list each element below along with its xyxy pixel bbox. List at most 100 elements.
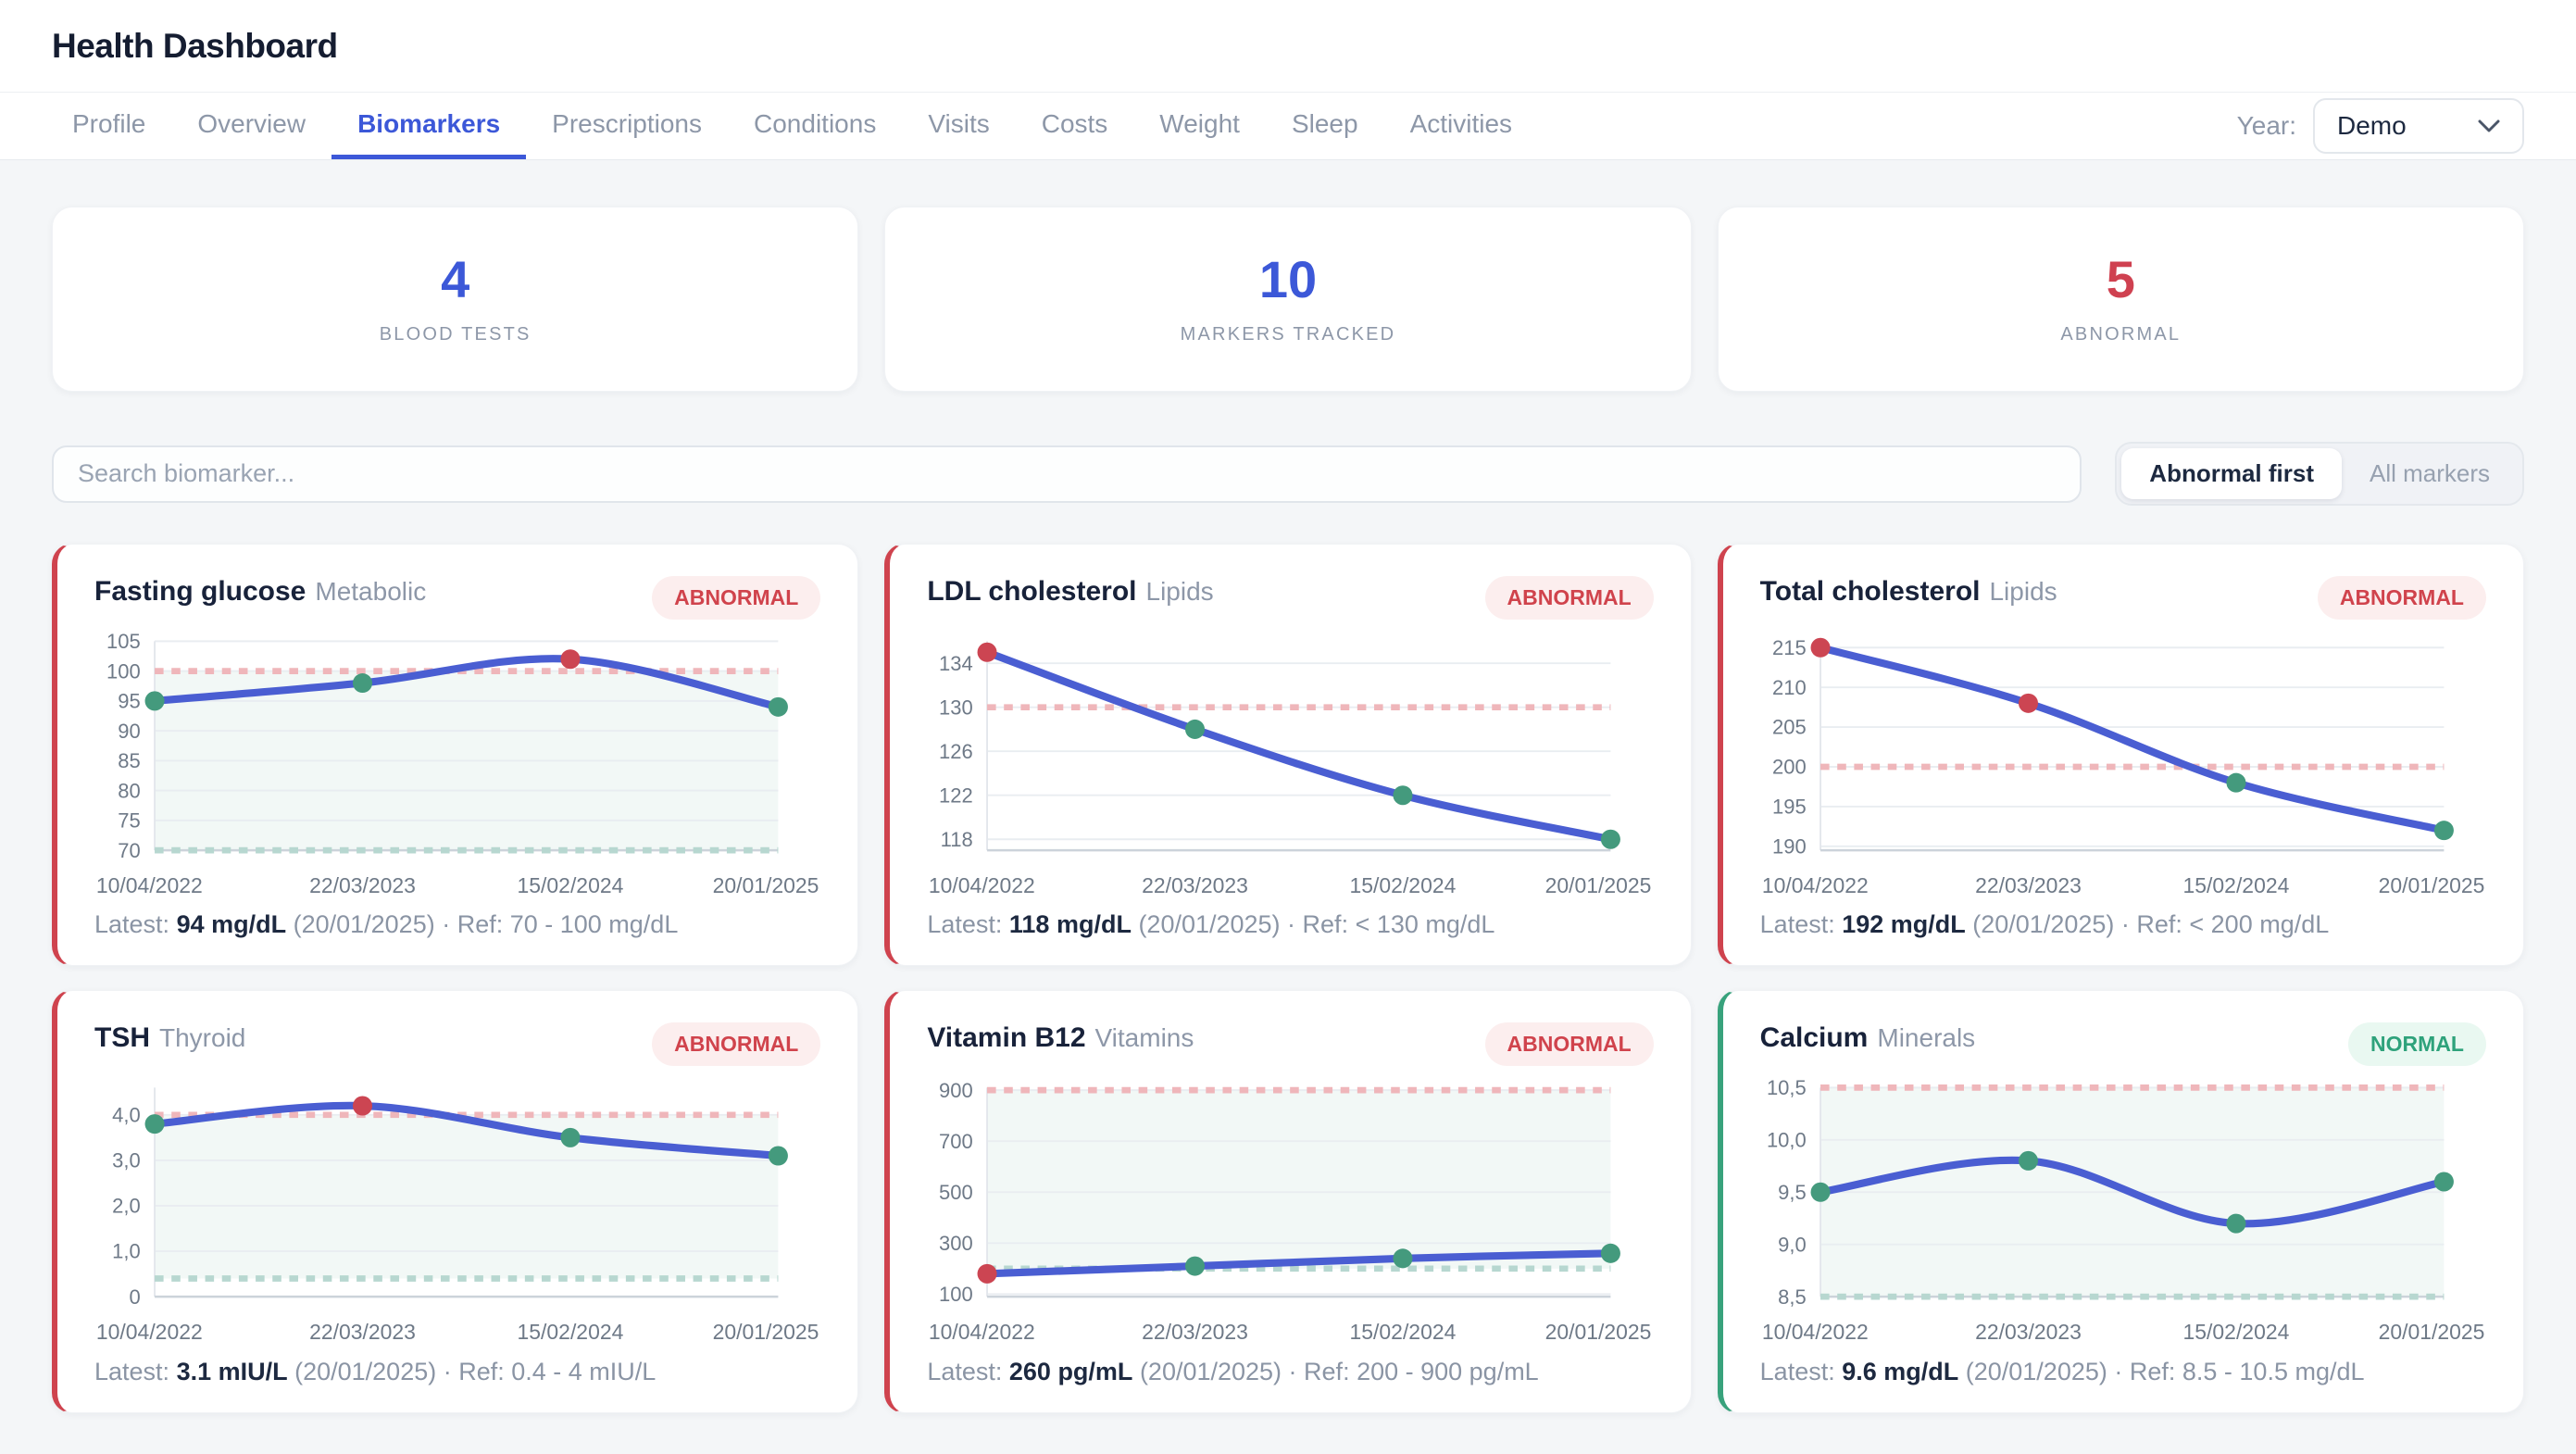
biomarker-card-fasting-glucose: Fasting glucose Metabolic ABNORMAL 105 100 95…	[52, 544, 859, 967]
biomarker-card-header: TSH Thyroid ABNORMAL	[94, 1022, 821, 1067]
y-tick-label: 10,0	[1767, 1129, 1807, 1152]
data-point	[2226, 1214, 2246, 1235]
y-tick-label: 3,0	[112, 1149, 141, 1172]
biomarker-chart: 10,5 10,0 9,5 9,0 8,5 10/04/2022 22/03/2023 15/…	[1762, 1076, 2484, 1344]
latest-reading: Latest: 94 mg/dL (20/01/2025) · Ref: 70 …	[94, 910, 820, 939]
biomarker-name: LDL cholesterol	[927, 576, 1137, 607]
x-tick-label: 10/04/2022	[96, 1320, 203, 1344]
data-point	[352, 673, 373, 694]
y-tick-label: 100	[106, 659, 141, 683]
y-tick-label: 8,5	[1778, 1285, 1807, 1309]
y-tick-label: 1,0	[112, 1240, 141, 1263]
y-tick-label: 200	[1772, 756, 1807, 779]
latest-value: 260 pg/mL	[1008, 1357, 1133, 1385]
y-tick-label: 2,0	[112, 1195, 141, 1218]
year-label: Year:	[2236, 111, 2296, 140]
latest-reading: Latest: 118 mg/dL (20/01/2025) · Ref: < …	[927, 910, 1653, 939]
stat-value: 10	[1258, 249, 1318, 308]
tab-overview[interactable]: Overview	[171, 93, 331, 159]
x-tick-label: 10/04/2022	[929, 873, 1035, 897]
x-tick-label: 15/02/2024	[2182, 873, 2289, 897]
latest-value: 94 mg/dL	[176, 910, 287, 939]
filter-option-abnormal-first[interactable]: Abnormal first	[2121, 448, 2342, 499]
biomarker-category: Metabolic	[315, 577, 427, 606]
latest-prefix: Latest:	[94, 1357, 177, 1385]
latest-reading: Latest: 260 pg/mL (20/01/2025) · Ref: 20…	[927, 1358, 1653, 1386]
search-input[interactable]	[52, 445, 2082, 503]
y-tick-label: 10,5	[1767, 1076, 1807, 1099]
data-point	[1810, 1183, 1831, 1203]
y-tick-label: 100	[939, 1283, 973, 1306]
tab-visits[interactable]: Visits	[902, 93, 1015, 159]
x-tick-label: 20/01/2025	[1545, 1320, 1652, 1344]
data-point	[1601, 829, 1621, 849]
main-content: 4 BLOOD TESTS 10 MARKERS TRACKED 5 ABNORMAL A…	[0, 207, 2576, 1413]
stat-label: MARKERS TRACKED	[1180, 323, 1396, 345]
data-point	[144, 691, 165, 711]
summary-stats: 4 BLOOD TESTS 10 MARKERS TRACKED 5 ABNORMAL	[52, 207, 2524, 392]
y-tick-label: 900	[939, 1079, 973, 1102]
data-point	[352, 1096, 373, 1116]
data-point	[2018, 1151, 2038, 1172]
tab-costs[interactable]: Costs	[1016, 93, 1134, 159]
latest-prefix: Latest:	[1759, 910, 1843, 939]
y-tick-label: 700	[939, 1130, 973, 1153]
biomarker-title-wrap: Total cholesterol Lipids	[1760, 576, 2057, 608]
health-dashboard-page: Health Dashboard Profile Overview Biomarke…	[0, 0, 2576, 1413]
stat-card-blood-tests: 4 BLOOD TESTS	[52, 207, 859, 392]
chevron-down-icon	[2478, 119, 2500, 132]
biomarker-name: Fasting glucose	[94, 576, 306, 607]
x-tick-label: 22/03/2023	[1142, 873, 1248, 897]
data-point	[2433, 821, 2454, 841]
status-badge: ABNORMAL	[2317, 576, 2486, 620]
tab-weight[interactable]: Weight	[1133, 93, 1266, 159]
year-dropdown[interactable]: Demo	[2313, 98, 2524, 154]
biomarker-card-calcium: Calcium Minerals NORMAL 10,5 10,0 9,5 9,0 8,5 10…	[1717, 990, 2524, 1413]
x-tick-label: 22/03/2023	[1975, 873, 2082, 897]
biomarker-chart: 4,0 3,0 2,0 1,0 0 10/04/2022 22/03/2023 15/02/2…	[96, 1087, 819, 1344]
latest-reading: Latest: 3.1 mIU/L (20/01/2025) · Ref: 0.…	[94, 1358, 820, 1386]
x-tick-label: 15/02/2024	[1350, 1320, 1457, 1344]
status-badge: ABNORMAL	[652, 576, 821, 620]
latest-value: 9.6 mg/dL	[1842, 1357, 1959, 1385]
data-point	[768, 696, 788, 717]
status-badge: ABNORMAL	[1484, 576, 1654, 620]
biomarker-category: Minerals	[1877, 1023, 1976, 1053]
biomarker-name: TSH	[94, 1022, 150, 1054]
data-point	[768, 1146, 788, 1166]
data-point	[977, 1264, 997, 1285]
tab-profile[interactable]: Profile	[46, 93, 171, 159]
nav-tabs: Profile Overview Biomarkers Prescriptions Co…	[46, 93, 1538, 159]
y-tick-label: 75	[118, 809, 140, 833]
main-nav: Profile Overview Biomarkers Prescriptions Co…	[0, 93, 2576, 160]
latest-reading: Latest: 9.6 mg/dL (20/01/2025) · Ref: 8.…	[1760, 1358, 2486, 1386]
y-tick-label: 105	[106, 630, 141, 653]
y-tick-label: 205	[1772, 716, 1807, 739]
biomarker-category: Lipids	[1989, 577, 2057, 606]
data-point	[1393, 1248, 1413, 1269]
biomarker-name: Total cholesterol	[1759, 576, 1981, 607]
data-point	[2226, 772, 2246, 793]
filter-option-all-markers[interactable]: All markers	[2342, 448, 2518, 499]
x-tick-label: 10/04/2022	[1762, 873, 1869, 897]
tab-sleep[interactable]: Sleep	[1266, 93, 1384, 159]
biomarker-card-total-cholesterol: Total cholesterol Lipids ABNORMAL 215 210 205…	[1717, 544, 2524, 967]
stat-card-abnormal: 5 ABNORMAL	[1717, 207, 2524, 392]
x-tick-label: 20/01/2025	[2378, 873, 2484, 897]
tab-biomarkers[interactable]: Biomarkers	[331, 93, 527, 159]
x-tick-label: 15/02/2024	[1350, 873, 1457, 897]
tab-prescriptions[interactable]: Prescriptions	[526, 93, 728, 159]
x-tick-label: 10/04/2022	[1762, 1320, 1869, 1344]
stat-value: 4	[441, 249, 470, 308]
data-point	[560, 1128, 581, 1148]
biomarker-title-wrap: Calcium Minerals	[1760, 1022, 1976, 1054]
tab-conditions[interactable]: Conditions	[728, 93, 902, 159]
biomarker-card-header: Fasting glucose Metabolic ABNORMAL	[94, 576, 821, 620]
tab-activities[interactable]: Activities	[1384, 93, 1538, 159]
data-point	[1601, 1244, 1621, 1264]
status-badge: ABNORMAL	[652, 1022, 821, 1067]
y-tick-label: 190	[1772, 834, 1807, 858]
stat-label: BLOOD TESTS	[379, 323, 531, 345]
year-dropdown-value: Demo	[2337, 111, 2407, 140]
